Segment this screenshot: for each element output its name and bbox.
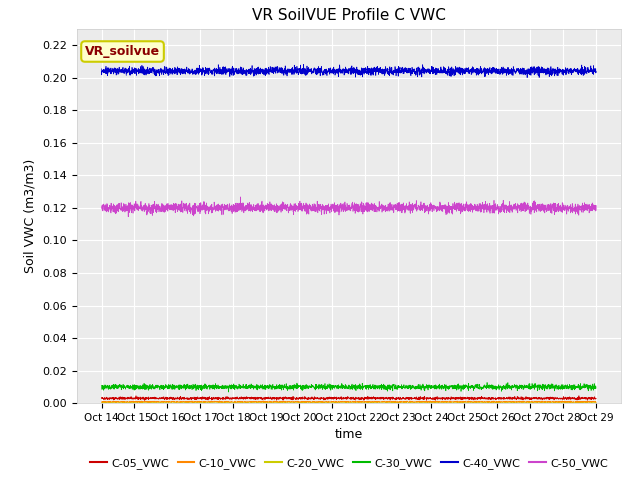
X-axis label: time: time — [335, 429, 363, 442]
Y-axis label: Soil VWC (m3/m3): Soil VWC (m3/m3) — [24, 159, 36, 273]
Text: VR_soilvue: VR_soilvue — [85, 45, 160, 58]
Legend: C-05_VWC, C-10_VWC, C-20_VWC, C-30_VWC, C-40_VWC, C-50_VWC: C-05_VWC, C-10_VWC, C-20_VWC, C-30_VWC, … — [85, 454, 612, 473]
Title: VR SoilVUE Profile C VWC: VR SoilVUE Profile C VWC — [252, 9, 445, 24]
